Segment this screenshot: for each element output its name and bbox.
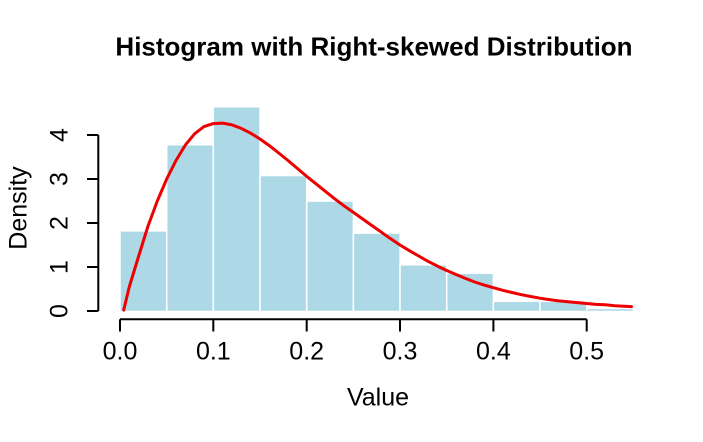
histogram-bar xyxy=(305,200,355,313)
histogram-bar xyxy=(212,106,261,313)
x-tick-label: 0.1 xyxy=(195,337,231,366)
density-curve xyxy=(122,121,633,312)
x-tick-label: 0.0 xyxy=(102,337,138,366)
histogram-bar xyxy=(585,307,635,313)
x-tick-label: 0.5 xyxy=(569,337,605,366)
chart-title: Histogram with Right-skewed Distribution xyxy=(115,31,633,62)
histogram-bar xyxy=(352,232,401,313)
x-tick-label: 0.2 xyxy=(289,337,325,366)
histogram-bar xyxy=(165,143,215,313)
x-axis-title: Value xyxy=(346,383,410,412)
histogram-bar xyxy=(399,264,448,313)
y-tick-label: 2 xyxy=(45,216,74,230)
x-tick-label: 0.3 xyxy=(382,337,418,366)
histogram-bar xyxy=(492,300,541,313)
y-tick-label: 0 xyxy=(45,304,74,318)
x-tick-label: 0.4 xyxy=(475,337,511,366)
y-tick-label: 1 xyxy=(45,260,74,274)
y-tick-label: 3 xyxy=(45,172,74,186)
histogram-bar xyxy=(259,174,308,313)
y-tick-label: 4 xyxy=(45,128,74,142)
